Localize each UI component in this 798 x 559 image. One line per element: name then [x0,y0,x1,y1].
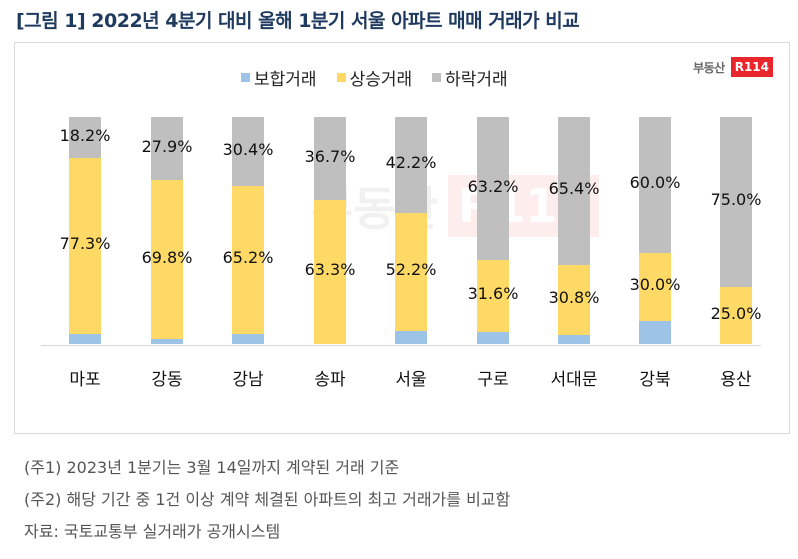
bar-segment: 65.4% [549,117,599,266]
footnote-2: (주2) 해당 기간 중 1건 이상 계약 체결된 아파트의 최고 거래가를 비… [24,490,511,509]
bar-구로: 31.6% 63.2% [468,117,518,344]
bar-강남: 65.2% 30.4% [223,117,273,344]
bar-segment [69,333,101,344]
footnote-1: (주1) 2023년 1분기는 3월 14일까지 계약된 거래 기준 [24,458,400,477]
data-label: 30.8% [548,288,600,308]
x-axis-line [41,345,761,346]
x-tick-label: 강동 [151,370,183,390]
data-label: 25.0% [710,303,762,323]
legend-label: 보합거래 [254,70,317,90]
chart-title: [그림 1] 2022년 4분기 대비 올해 1분기 서울 아파트 매매 거래가… [16,10,580,32]
x-tick-label: 강북 [639,370,671,390]
bar-서대문: 30.8% 65.4% [549,117,599,344]
bar-segment: 27.9% [142,117,192,181]
legend-item-flat: 보합거래 [241,65,317,90]
bar-segment: 18.2% [60,117,110,159]
bar-segment: 31.6% [468,260,518,333]
legend-swatch-icon [241,73,250,82]
bar-용산: 25.0% 75.0% [711,117,761,344]
bar-segment [151,338,183,344]
data-label: 27.9% [141,136,193,156]
bar-segment: 30.8% [549,265,599,336]
bar-segment: 42.2% [386,117,436,213]
source-note: 자료: 국토교통부 실거래가 공개시스템 [24,522,281,541]
data-label: 31.6% [467,284,519,304]
data-label: 75.0% [710,190,762,210]
bar-segment: 30.0% [630,253,680,322]
bar-segment [395,331,427,344]
data-label: 52.2% [385,260,437,280]
bar-segment: 77.3% [60,158,110,334]
data-label: 65.4% [548,179,600,199]
data-label: 63.3% [304,260,356,280]
bar-segment [232,334,264,344]
data-label: 30.4% [222,139,274,159]
bar-송파: 63.3% 36.7% [305,117,355,344]
bar-서울: 52.2% 42.2% [386,117,436,344]
data-label: 30.0% [629,275,681,295]
bar-segment: 36.7% [305,117,355,201]
bar-segment: 63.2% [468,117,518,261]
bar-segment [477,332,509,344]
footnotes: (주1) 2023년 1분기는 3월 14일까지 계약된 거래 기준 (주2) … [24,452,510,548]
bar-마포: 77.3% 18.2% [60,117,110,344]
brand-logo: 부동산 R114 [693,57,773,77]
bar-segment: 60.0% [630,117,680,254]
data-label: 69.8% [141,247,193,267]
legend-label: 상승거래 [349,70,413,90]
bar-segment [639,321,671,344]
data-label: 42.2% [385,152,437,172]
x-tick-label: 서울 [395,370,427,390]
logo-text: 부동산 [693,60,725,75]
legend-item-rise: 상승거래 [336,65,413,90]
data-label: 63.2% [467,176,519,196]
bar-segment: 69.8% [142,180,192,339]
chart-legend: 보합거래 상승거래 하락거래 [241,65,508,90]
data-label: 18.2% [59,125,111,145]
chart-area: 부동산 R114 보합거래 상승거래 하락거래 부동산 R114 77.3% 18… [14,42,790,434]
bar-segment: 30.4% [223,117,273,187]
x-tick-label: 송파 [314,370,346,390]
legend-label: 하락거래 [445,70,508,90]
bar-segment: 75.0% [711,117,761,288]
bar-강동: 69.8% 27.9% [142,117,192,344]
data-label: 77.3% [59,234,111,254]
x-tick-label: 서대문 [550,370,598,390]
legend-item-fall: 하락거래 [432,65,508,90]
bar-segment: 52.2% [386,212,436,332]
legend-swatch-icon [432,73,442,82]
data-label: 36.7% [304,146,356,166]
x-tick-label: 용산 [720,370,752,390]
bar-segment: 65.2% [223,186,273,335]
logo-badge: R114 [730,57,773,77]
bar-segment: 25.0% [711,287,761,344]
legend-swatch-icon [336,73,346,82]
bar-segment: 63.3% [305,200,355,344]
bar-segment [558,335,590,344]
plot-area: 77.3% 18.2% 마포 69.8% 27.9% 강동 65.2% 30.4% 강남 63.3… [15,43,789,433]
x-tick-label: 구로 [477,370,509,390]
x-tick-label: 마포 [69,370,101,390]
bar-강북: 30.0% 60.0% [630,117,680,344]
data-label: 60.0% [629,173,681,193]
x-tick-label: 강남 [232,370,264,390]
data-label: 65.2% [222,248,274,268]
